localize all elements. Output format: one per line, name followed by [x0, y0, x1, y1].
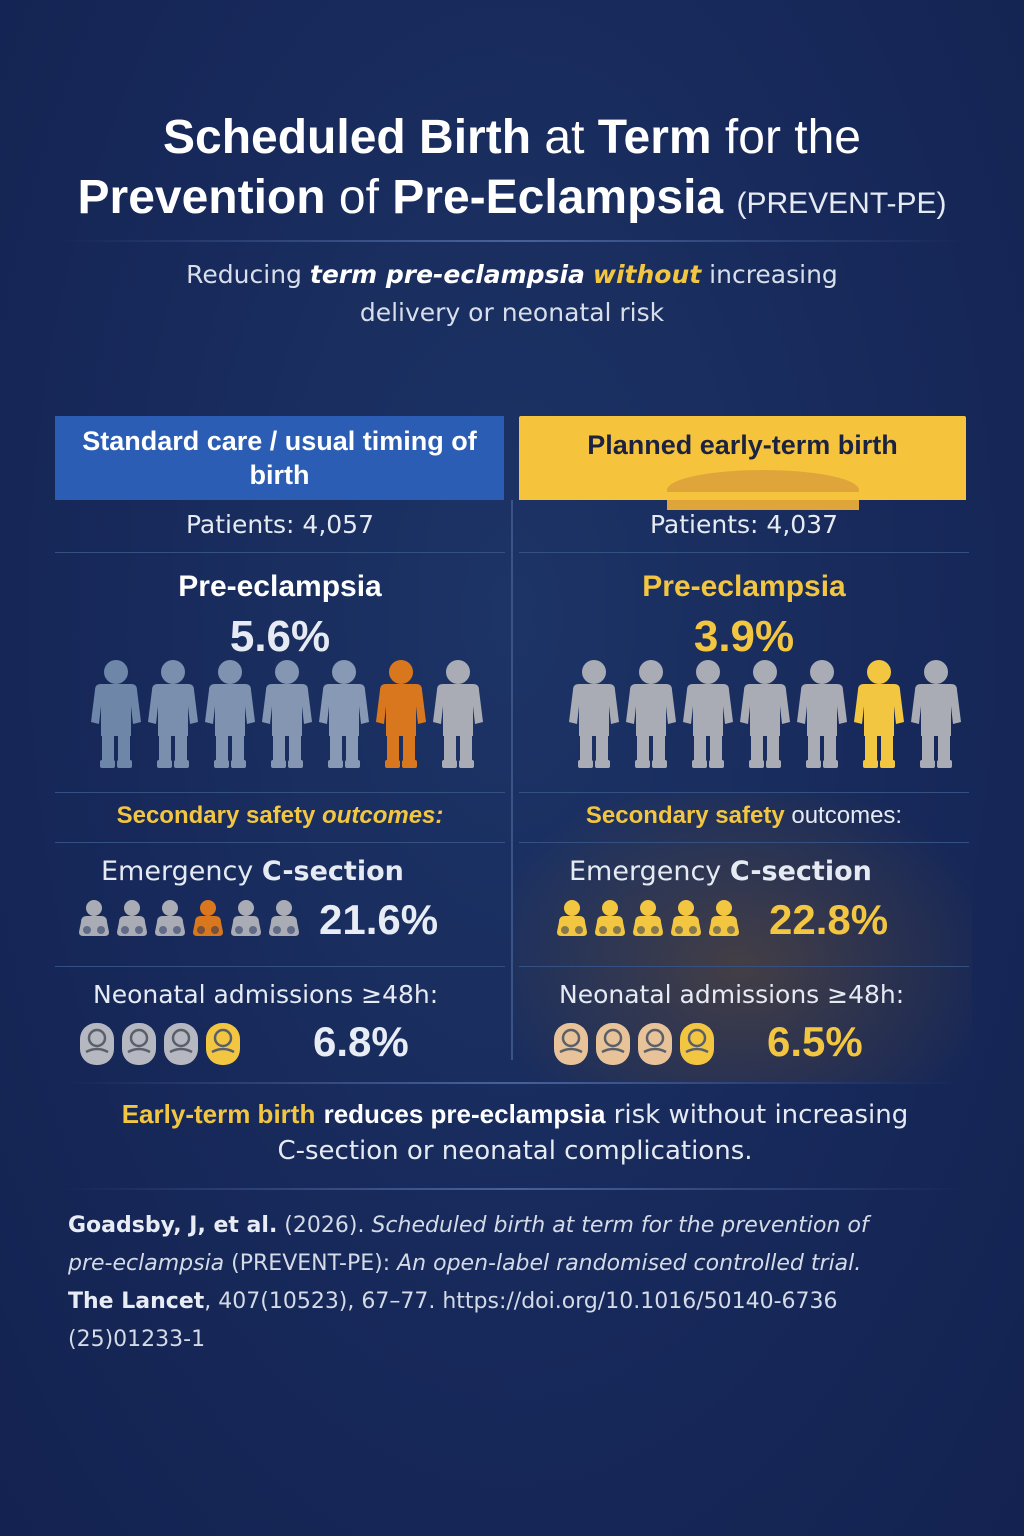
header-standard-care: Standard care / usual timing of birth — [55, 416, 504, 500]
emergency-csection-value: 21.6% — [319, 896, 439, 943]
swaddled-baby-icon — [161, 1020, 201, 1072]
pre-eclampsia-value: 3.9% — [693, 612, 795, 661]
neonatal-admissions-label: Neonatal admissions ≥48h: — [93, 980, 439, 1009]
title-line-2: Prevention of Pre-Eclampsia (PREVENT-PE) — [77, 171, 947, 224]
person-icon — [907, 658, 965, 770]
swaddled-baby-icon — [677, 1020, 717, 1072]
swaddled-baby-icon — [77, 1020, 117, 1072]
swaddled-baby-icon — [203, 1020, 243, 1072]
secondary-outcomes-label: Secondary safety outcomes: — [585, 802, 903, 829]
neonatal-icons — [77, 1020, 243, 1072]
person-icon — [565, 658, 623, 770]
emergency-csection-label: Emergency C-section — [569, 856, 872, 887]
csection-baby-icon — [229, 898, 263, 942]
csection-baby-icon — [115, 898, 149, 942]
person-icon — [622, 658, 680, 770]
person-icon — [258, 658, 316, 770]
pre-eclampsia-label: Pre-eclampsia — [642, 570, 846, 603]
neonatal-admissions-label: Neonatal admissions ≥48h: — [559, 980, 905, 1009]
emergency-csection-label: Emergency C-section — [101, 856, 404, 887]
csection-baby-icon — [267, 898, 301, 942]
neonatal-icons — [551, 1020, 717, 1072]
people-icons — [565, 658, 964, 770]
person-icon — [87, 658, 145, 770]
title-divider — [60, 240, 965, 242]
person-icon — [793, 658, 851, 770]
csection-baby-icon — [593, 898, 627, 942]
conclusion-divider — [60, 1082, 965, 1084]
csection-baby-icon — [631, 898, 665, 942]
csection-baby-icon — [707, 898, 741, 942]
csection-baby-icon — [669, 898, 703, 942]
person-icon — [850, 658, 908, 770]
csection-icons — [555, 898, 741, 942]
person-icon — [201, 658, 259, 770]
swaddled-baby-icon — [119, 1020, 159, 1072]
column-divider — [511, 500, 513, 1060]
secondary-outcomes-label: Secondary safety outcomes: — [116, 802, 444, 829]
conclusion-text: Early-term birth reduces pre-eclampsia r… — [121, 1099, 909, 1166]
right-glow-decoration — [512, 792, 972, 1082]
csection-baby-icon — [191, 898, 225, 942]
citation: Goadsby, J, et al. (2026). Scheduled bir… — [68, 1213, 869, 1352]
title-line-1: Scheduled Birth at Term for the — [163, 111, 861, 164]
neonatal-admissions-value: 6.5% — [767, 1018, 863, 1065]
pre-eclampsia-value: 5.6% — [229, 612, 331, 661]
csection-baby-icon — [555, 898, 589, 942]
swaddled-baby-icon — [593, 1020, 633, 1072]
person-icon — [315, 658, 373, 770]
header-mound-decoration — [667, 470, 859, 510]
subtitle: Reducing term pre-eclampsia without incr… — [186, 260, 838, 327]
people-icons — [87, 658, 486, 770]
swaddled-baby-icon — [635, 1020, 675, 1072]
emergency-csection-value: 22.8% — [769, 896, 889, 943]
patients-count: Patients: 4,037 — [649, 510, 838, 539]
patients-count: Patients: 4,057 — [185, 510, 374, 539]
csection-baby-icon — [77, 898, 111, 942]
csection-baby-icon — [153, 898, 187, 942]
person-icon — [372, 658, 430, 770]
person-icon — [679, 658, 737, 770]
csection-icons — [77, 898, 301, 942]
page-title: Scheduled Birth at Term for the Preventi… — [0, 108, 1024, 234]
swaddled-baby-icon — [551, 1020, 591, 1072]
pre-eclampsia-label: Pre-eclampsia — [178, 570, 382, 603]
header-planned-early-term: Planned early-term birth — [519, 416, 966, 510]
person-icon — [429, 658, 487, 770]
person-icon — [144, 658, 202, 770]
citation-divider — [60, 1188, 965, 1190]
person-icon — [736, 658, 794, 770]
neonatal-admissions-value: 6.8% — [313, 1018, 409, 1065]
